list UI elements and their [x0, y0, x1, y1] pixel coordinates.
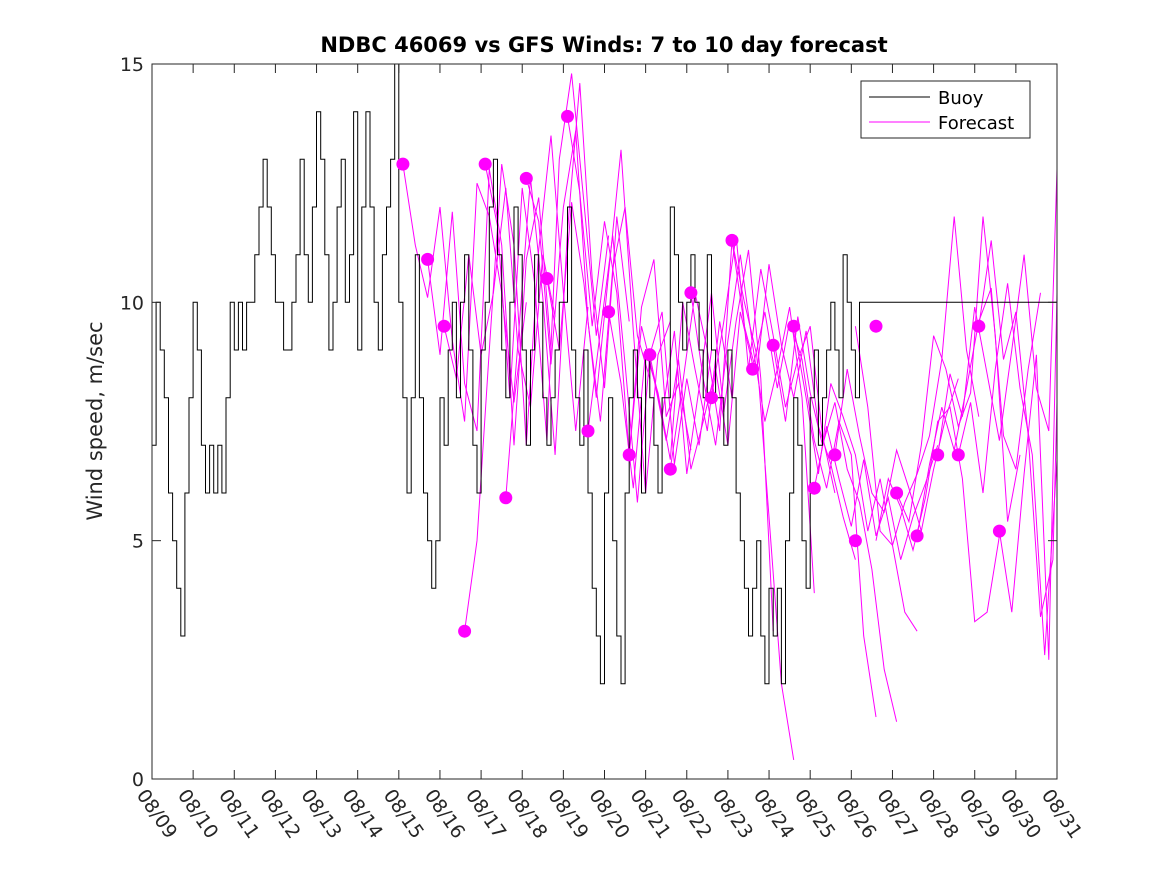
forecast-marker-25: [910, 529, 924, 543]
y-tick-label-0: 0: [132, 769, 144, 791]
legend-box: [860, 80, 1031, 139]
forecast-marker-15: [705, 391, 718, 405]
forecast-marker-12: [643, 348, 657, 362]
forecast-marker-5: [499, 491, 513, 505]
forecast-marker-18: [766, 338, 780, 352]
forecast-line-18: [772, 316, 898, 722]
forecast-marker-0: [396, 157, 410, 171]
forecast-marker-23: [869, 319, 883, 333]
forecast-marker-19: [787, 319, 801, 333]
forecast-marker-14: [684, 286, 698, 300]
forecast-line-26: [937, 168, 1058, 455]
forecast-line-24: [896, 216, 1021, 524]
legend-buoy-label: Buoy: [938, 88, 984, 109]
forecast-marker-17: [746, 362, 760, 376]
y-tick-label-5: 5: [132, 531, 144, 553]
chart-title: NDBC 46069 vs GFS Winds: 7 to 10 day for…: [320, 33, 887, 57]
forecast-line-17: [752, 311, 877, 718]
forecast-line-14: [690, 254, 815, 594]
forecast-marker-28: [972, 319, 986, 333]
legend-forecast-label: Forecast: [938, 113, 1014, 134]
forecast-marker-16: [725, 233, 739, 247]
forecast-marker-1: [421, 252, 435, 266]
forecast-marker-4: [478, 157, 492, 171]
forecast-marker-29: [992, 524, 1006, 538]
forecast-marker-22: [848, 534, 862, 548]
forecast-line-2: [443, 187, 556, 408]
forecast-marker-27: [951, 448, 965, 462]
buoy-line: [152, 63, 1057, 685]
forecast-marker-21: [828, 448, 842, 462]
forecast-line-0: [402, 164, 527, 422]
series-layer: [152, 63, 1058, 760]
forecast-marker-24: [890, 486, 904, 500]
forecast-marker-26: [931, 448, 945, 462]
forecast-marker-10: [602, 305, 616, 319]
forecast-line-29: [998, 292, 1058, 660]
y-tick-label-10: 10: [120, 292, 144, 314]
y-tick-label-15: 15: [120, 54, 144, 76]
forecast-marker-9: [581, 424, 595, 438]
forecast-marker-11: [622, 448, 636, 462]
forecast-marker-7: [540, 272, 554, 285]
forecast-marker-6: [519, 171, 533, 185]
legend: Buoy Forecast: [860, 80, 1031, 139]
forecast-marker-2: [437, 319, 451, 333]
forecast-marker-13: [663, 462, 677, 476]
y-axis-label: Wind speed, m/sec: [83, 321, 107, 520]
forecast-marker-20: [807, 481, 821, 495]
forecast-line-19: [793, 326, 918, 632]
forecast-line-27: [957, 283, 1058, 656]
forecast-marker-8: [561, 109, 574, 123]
forecast-marker-3: [458, 624, 472, 638]
